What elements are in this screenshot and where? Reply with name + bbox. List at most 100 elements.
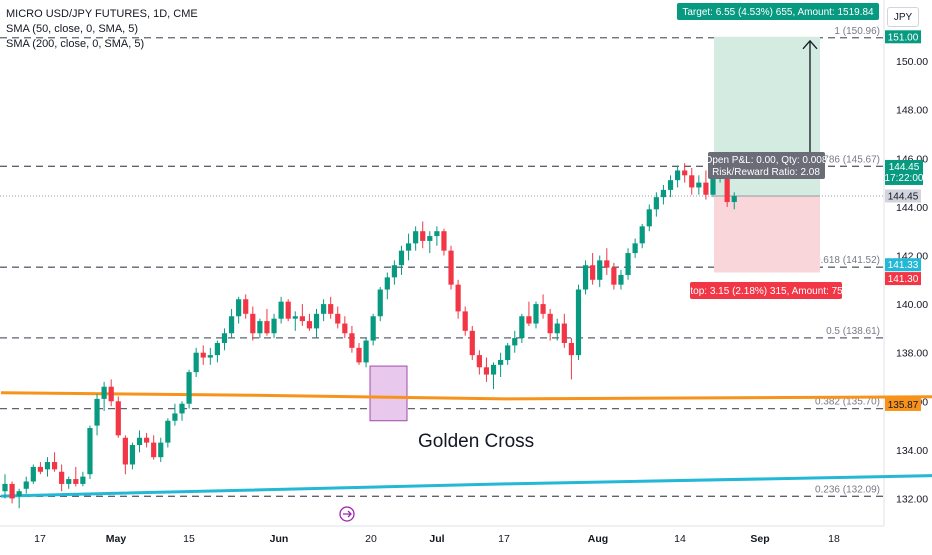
candle <box>2 474 8 499</box>
last-price-tag: 144.45 <box>885 189 921 203</box>
candle-body <box>9 483 15 499</box>
candle <box>363 338 369 368</box>
candle <box>335 306 341 329</box>
candle-body <box>342 323 348 334</box>
candle-body <box>87 428 93 475</box>
candle-body <box>193 352 199 373</box>
current-price-tag-bg <box>885 159 923 185</box>
stop-zone <box>714 195 820 273</box>
sma50-price-tag-text: 141.33 <box>888 260 919 271</box>
candle-body <box>221 333 228 343</box>
candle-body <box>434 231 440 237</box>
candle-body <box>660 189 667 198</box>
candle <box>731 192 737 210</box>
candle-body <box>335 313 341 324</box>
candle-body <box>462 311 468 331</box>
candle <box>172 403 178 426</box>
sma200-legend: SMA (200, close, 0, SMA, 5) <box>6 38 145 50</box>
candle <box>313 308 320 339</box>
sma200-price-tag-text: 135.87 <box>888 400 919 411</box>
current-price-value: 144.45 <box>889 162 920 173</box>
candle <box>405 233 412 261</box>
candle-body <box>469 330 475 356</box>
golden-cross-box[interactable] <box>369 365 408 422</box>
stop-info-bg <box>690 282 842 299</box>
candle <box>604 248 610 275</box>
overlays: Golden Cross Target: 6.55 (4.53%) 655, Am… <box>418 3 879 452</box>
candle <box>590 253 596 285</box>
candle <box>257 318 263 339</box>
last-price-tag-bg <box>885 189 921 203</box>
time-tick-label: Sep <box>750 533 769 545</box>
candle-body <box>590 265 596 280</box>
candle <box>30 464 36 484</box>
candle <box>179 401 185 421</box>
candle-body <box>625 253 631 275</box>
price-labels: 151.00144.4517:22:00144.45141.33141.3013… <box>885 30 924 411</box>
candle <box>653 192 659 217</box>
candle-body <box>377 289 383 317</box>
candle <box>696 175 702 195</box>
candle <box>490 362 497 390</box>
candle-body <box>667 180 674 190</box>
candle <box>200 345 206 365</box>
candle-body <box>285 301 291 319</box>
candle-body <box>490 364 497 375</box>
price-tick-label: 150.00 <box>896 56 928 68</box>
candle-body <box>228 316 235 334</box>
stop-price-tag-text: 141.30 <box>888 274 919 285</box>
candle-body <box>455 284 461 312</box>
target-price-tag-bg <box>885 30 921 44</box>
candle-body <box>512 338 518 346</box>
candle <box>73 466 79 487</box>
candle <box>625 248 631 280</box>
candle <box>158 437 164 463</box>
event-marker-icon[interactable] <box>339 506 355 522</box>
target-price-tag: 151.00 <box>885 30 921 44</box>
candle <box>540 294 546 319</box>
candle-body <box>136 437 143 446</box>
candle-body <box>618 274 624 285</box>
candle-body <box>144 437 150 443</box>
candle <box>37 462 43 475</box>
event-marker-arrow <box>343 510 352 518</box>
candle-body <box>172 413 178 421</box>
fib-level-label: 0.5 (138.61) <box>826 326 880 337</box>
candle <box>703 170 709 200</box>
candle <box>434 226 440 246</box>
candle-body <box>257 321 263 334</box>
currency-button[interactable]: JPY <box>887 7 919 27</box>
time-tick-label: 17 <box>34 533 46 545</box>
candle <box>221 328 228 351</box>
candle-body <box>476 355 482 368</box>
candle-body <box>278 301 284 319</box>
candle <box>660 185 667 205</box>
candle-body <box>682 170 688 176</box>
target-price-tag-text: 151.00 <box>888 32 919 43</box>
candle <box>498 352 504 377</box>
candle <box>23 476 29 494</box>
candle <box>462 306 468 336</box>
candle-body <box>356 347 362 363</box>
candle <box>250 306 256 341</box>
sma50-price-tag-bg <box>885 258 921 272</box>
sma200-line <box>0 391 932 401</box>
candle-body <box>398 250 405 266</box>
candle-body <box>448 250 454 285</box>
price-tick-label: 144.00 <box>896 202 928 214</box>
target-arrow-head <box>802 39 818 50</box>
fib-level-label: 0.382 (135.70) <box>815 397 880 408</box>
candle <box>639 223 645 249</box>
sma200-price-tag-bg <box>885 397 921 411</box>
candle-body <box>427 236 433 241</box>
candle-body <box>639 226 645 244</box>
candle <box>526 301 532 326</box>
candle <box>193 347 199 377</box>
golden-cross-rectangle <box>369 365 408 422</box>
candle-body <box>200 352 206 358</box>
price-tick-label: 134.00 <box>896 445 928 457</box>
candle-body <box>271 318 277 334</box>
time-tick-label: Aug <box>588 533 608 545</box>
